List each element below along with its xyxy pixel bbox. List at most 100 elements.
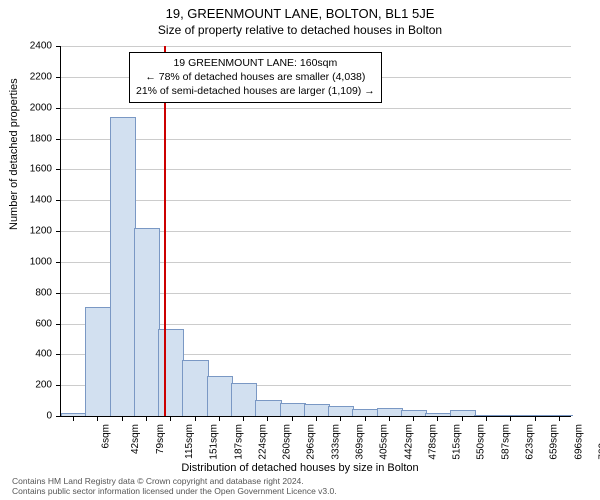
y-tick-label: 600 xyxy=(16,318,52,329)
histogram-bar xyxy=(450,410,476,416)
chart-subtitle: Size of property relative to detached ho… xyxy=(0,21,600,37)
x-tick-label: 515sqm xyxy=(452,424,463,460)
chart-area: 19 GREENMOUNT LANE: 160sqm ← 78% of deta… xyxy=(60,46,570,416)
x-tick-label: 115sqm xyxy=(184,424,195,459)
info-line-1: 19 GREENMOUNT LANE: 160sqm xyxy=(136,56,375,70)
x-tick-mark xyxy=(243,416,244,421)
histogram-bar xyxy=(134,228,160,416)
x-tick-label: 659sqm xyxy=(549,424,560,460)
x-tick-mark xyxy=(122,416,123,421)
histogram-bar xyxy=(498,415,524,416)
x-tick-mark xyxy=(97,416,98,421)
x-tick-label: 369sqm xyxy=(355,424,366,460)
gridline xyxy=(61,139,571,140)
x-tick-label: 405sqm xyxy=(379,424,390,460)
y-tick-label: 400 xyxy=(16,349,52,360)
histogram-bar xyxy=(110,117,136,416)
histogram-bar xyxy=(182,360,208,417)
y-tick-mark xyxy=(56,46,61,47)
x-tick-mark xyxy=(365,416,366,421)
gridline xyxy=(61,46,571,47)
x-tick-label: 623sqm xyxy=(525,424,536,460)
y-tick-label: 1800 xyxy=(16,133,52,144)
histogram-bar xyxy=(401,410,427,416)
info-line-2: ← 78% of detached houses are smaller (4,… xyxy=(136,70,375,84)
plot-area: 19 GREENMOUNT LANE: 160sqm ← 78% of deta… xyxy=(60,46,571,417)
x-tick-mark xyxy=(316,416,317,421)
x-tick-mark xyxy=(437,416,438,421)
x-tick-label: 42sqm xyxy=(130,424,141,454)
y-tick-label: 1200 xyxy=(16,226,52,237)
histogram-bar xyxy=(328,406,354,416)
histogram-bar xyxy=(158,329,184,416)
y-tick-label: 1600 xyxy=(16,164,52,175)
x-tick-label: 296sqm xyxy=(306,424,317,460)
x-tick-mark xyxy=(389,416,390,421)
x-tick-mark xyxy=(195,416,196,421)
gridline xyxy=(61,169,571,170)
x-tick-label: 587sqm xyxy=(500,424,511,460)
footer-line-2: Contains public sector information licen… xyxy=(12,486,337,496)
y-tick-label: 0 xyxy=(16,411,52,422)
y-tick-mark xyxy=(56,77,61,78)
x-tick-label: 260sqm xyxy=(282,424,293,460)
info-line-3: 21% of semi-detached houses are larger (… xyxy=(136,84,375,98)
y-tick-label: 200 xyxy=(16,380,52,391)
histogram-bar xyxy=(352,409,378,416)
histogram-bar xyxy=(231,383,257,416)
histogram-bar xyxy=(425,413,451,416)
footer-line-1: Contains HM Land Registry data © Crown c… xyxy=(12,476,337,486)
x-tick-mark xyxy=(413,416,414,421)
x-tick-mark xyxy=(486,416,487,421)
chart-container: 19, GREENMOUNT LANE, BOLTON, BL1 5JE Siz… xyxy=(0,0,600,500)
x-tick-label: 6sqm xyxy=(101,424,112,448)
histogram-bar xyxy=(377,408,403,416)
histogram-bar xyxy=(474,415,500,416)
x-tick-label: 696sqm xyxy=(573,424,584,460)
histogram-bar xyxy=(85,307,111,416)
x-tick-mark xyxy=(292,416,293,421)
x-tick-mark xyxy=(510,416,511,421)
y-tick-mark xyxy=(56,231,61,232)
x-tick-label: 333sqm xyxy=(330,424,341,460)
page-title: 19, GREENMOUNT LANE, BOLTON, BL1 5JE xyxy=(0,0,600,21)
x-tick-mark xyxy=(340,416,341,421)
histogram-bar xyxy=(61,413,87,416)
y-tick-label: 2400 xyxy=(16,41,52,52)
y-tick-mark xyxy=(56,416,61,417)
histogram-bar xyxy=(255,400,281,416)
gridline xyxy=(61,200,571,201)
x-tick-label: 224sqm xyxy=(257,424,268,460)
y-tick-mark xyxy=(56,169,61,170)
y-tick-label: 1400 xyxy=(16,195,52,206)
histogram-bar xyxy=(280,403,306,416)
histogram-bar xyxy=(547,415,573,416)
y-tick-label: 2000 xyxy=(16,102,52,113)
histogram-bar xyxy=(207,376,233,416)
x-axis-label: Distribution of detached houses by size … xyxy=(0,462,600,474)
x-tick-label: 151sqm xyxy=(209,424,220,460)
y-tick-mark xyxy=(56,293,61,294)
y-tick-mark xyxy=(56,108,61,109)
x-tick-mark xyxy=(170,416,171,421)
y-tick-mark xyxy=(56,354,61,355)
y-tick-mark xyxy=(56,200,61,201)
y-tick-mark xyxy=(56,385,61,386)
y-tick-label: 2200 xyxy=(16,71,52,82)
y-tick-mark xyxy=(56,139,61,140)
y-axis-label: Number of detached properties xyxy=(8,78,20,230)
x-tick-mark xyxy=(219,416,220,421)
x-tick-mark xyxy=(535,416,536,421)
x-tick-label: 187sqm xyxy=(233,424,244,460)
histogram-bar xyxy=(304,404,330,416)
x-tick-label: 79sqm xyxy=(155,424,166,454)
x-tick-mark xyxy=(462,416,463,421)
x-tick-label: 550sqm xyxy=(476,424,487,460)
x-tick-mark xyxy=(559,416,560,421)
histogram-bar xyxy=(522,415,548,416)
y-tick-label: 800 xyxy=(16,287,52,298)
footer-attribution: Contains HM Land Registry data © Crown c… xyxy=(12,476,337,496)
x-tick-label: 478sqm xyxy=(427,424,438,460)
x-tick-mark xyxy=(73,416,74,421)
x-tick-mark xyxy=(267,416,268,421)
